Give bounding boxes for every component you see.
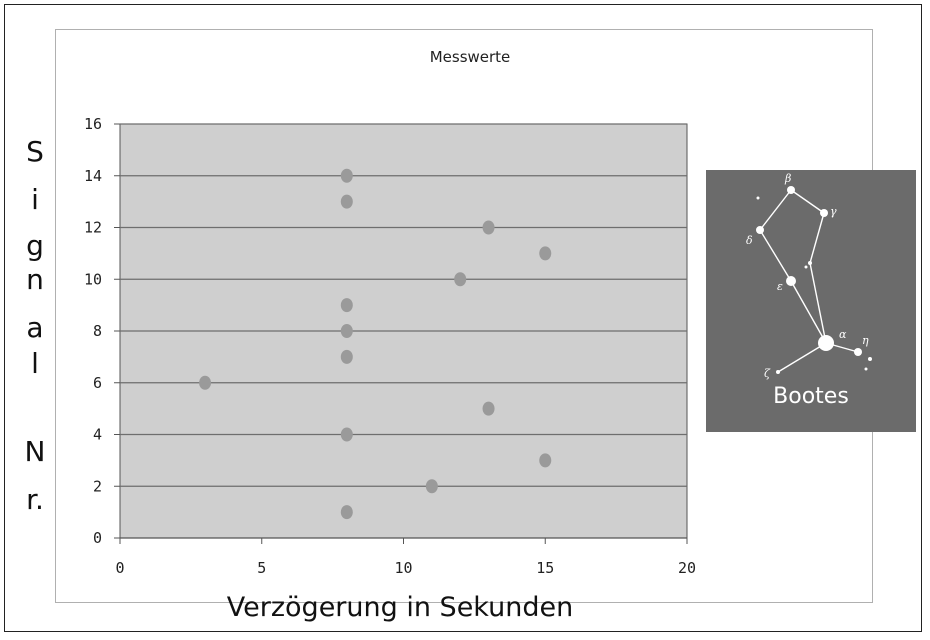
constellation-line — [759, 189, 792, 231]
star-label-epsilon: ε — [777, 280, 783, 293]
data-point — [340, 194, 353, 209]
star-minor — [864, 367, 868, 371]
star-zeta — [776, 370, 780, 374]
star-label-zeta: ζ — [764, 367, 771, 380]
star-delta — [756, 226, 764, 234]
constellation-line — [777, 342, 827, 373]
y-tick-label: 6 — [93, 374, 102, 392]
data-point — [482, 401, 495, 416]
star-minor — [868, 357, 872, 361]
star-label-alpha: α — [839, 328, 847, 341]
data-point — [425, 479, 438, 494]
constellation-line — [759, 229, 792, 282]
star-minor — [808, 261, 812, 265]
x-tick-label: 0 — [115, 559, 124, 577]
star-label-gamma: γ — [830, 205, 837, 218]
star-minor — [804, 265, 808, 269]
x-axis-label: Verzögerung in Sekunden — [226, 592, 574, 623]
y-tick-label: 8 — [93, 322, 102, 340]
y-tick-label: 16 — [84, 115, 102, 133]
y-axis-label-letter: S — [26, 135, 44, 168]
constellation-line — [809, 262, 827, 344]
y-axis-label-letter: a — [26, 311, 44, 344]
x-tick-label: 5 — [257, 559, 266, 577]
figure-frame — [4, 4, 922, 632]
y-axis-label-letter: n — [26, 263, 44, 296]
data-point — [340, 505, 353, 520]
x-tick-label: 20 — [678, 559, 696, 577]
data-point — [340, 427, 353, 442]
constellation-line — [790, 189, 825, 214]
x-tick-label: 10 — [394, 559, 412, 577]
constellation-line — [790, 280, 827, 344]
y-tick-label: 10 — [84, 270, 102, 288]
star-label-beta: β — [784, 172, 791, 185]
star-beta — [787, 186, 795, 194]
data-point — [340, 324, 353, 338]
star-labels: β γ δ ε α η ζ — [746, 172, 869, 380]
data-point — [340, 349, 353, 364]
chart-title: Messwerte — [429, 48, 511, 66]
star-epsilon — [786, 276, 796, 286]
data-point — [199, 375, 212, 390]
star-label-delta: δ — [746, 234, 753, 247]
y-tick-label: 4 — [93, 426, 102, 444]
data-point — [340, 298, 353, 313]
y-axis-label-letter: g — [26, 229, 44, 262]
constellation-line — [809, 212, 825, 264]
constellation-stars — [756, 186, 872, 374]
star-gamma — [820, 209, 828, 217]
data-point — [539, 453, 552, 468]
y-tick-label: 0 — [93, 529, 102, 547]
star-minor — [756, 196, 760, 200]
y-axis-label-letter: i — [31, 183, 39, 216]
data-point — [539, 246, 552, 261]
x-tick-label: 15 — [536, 559, 554, 577]
y-axis-label-letter: r. — [26, 483, 44, 516]
star-eta — [854, 348, 862, 356]
constellation-lines — [759, 189, 859, 373]
data-point — [454, 272, 467, 287]
constellation-caption: Bootes — [773, 384, 849, 409]
y-tick-label: 2 — [93, 477, 102, 495]
data-point — [340, 168, 353, 183]
constellation-drawing: β γ δ ε α η ζ — [746, 172, 872, 380]
data-point — [482, 220, 495, 235]
y-axis-label-letter: l — [31, 347, 39, 380]
y-tick-label: 14 — [84, 167, 102, 185]
star-alpha — [818, 335, 834, 351]
y-axis-label-letter: N — [24, 435, 46, 468]
bootes-constellation-inset: β γ δ ε α η ζ Bootes — [706, 170, 916, 432]
star-label-eta: η — [862, 334, 869, 347]
y-tick-label: 12 — [84, 219, 102, 237]
